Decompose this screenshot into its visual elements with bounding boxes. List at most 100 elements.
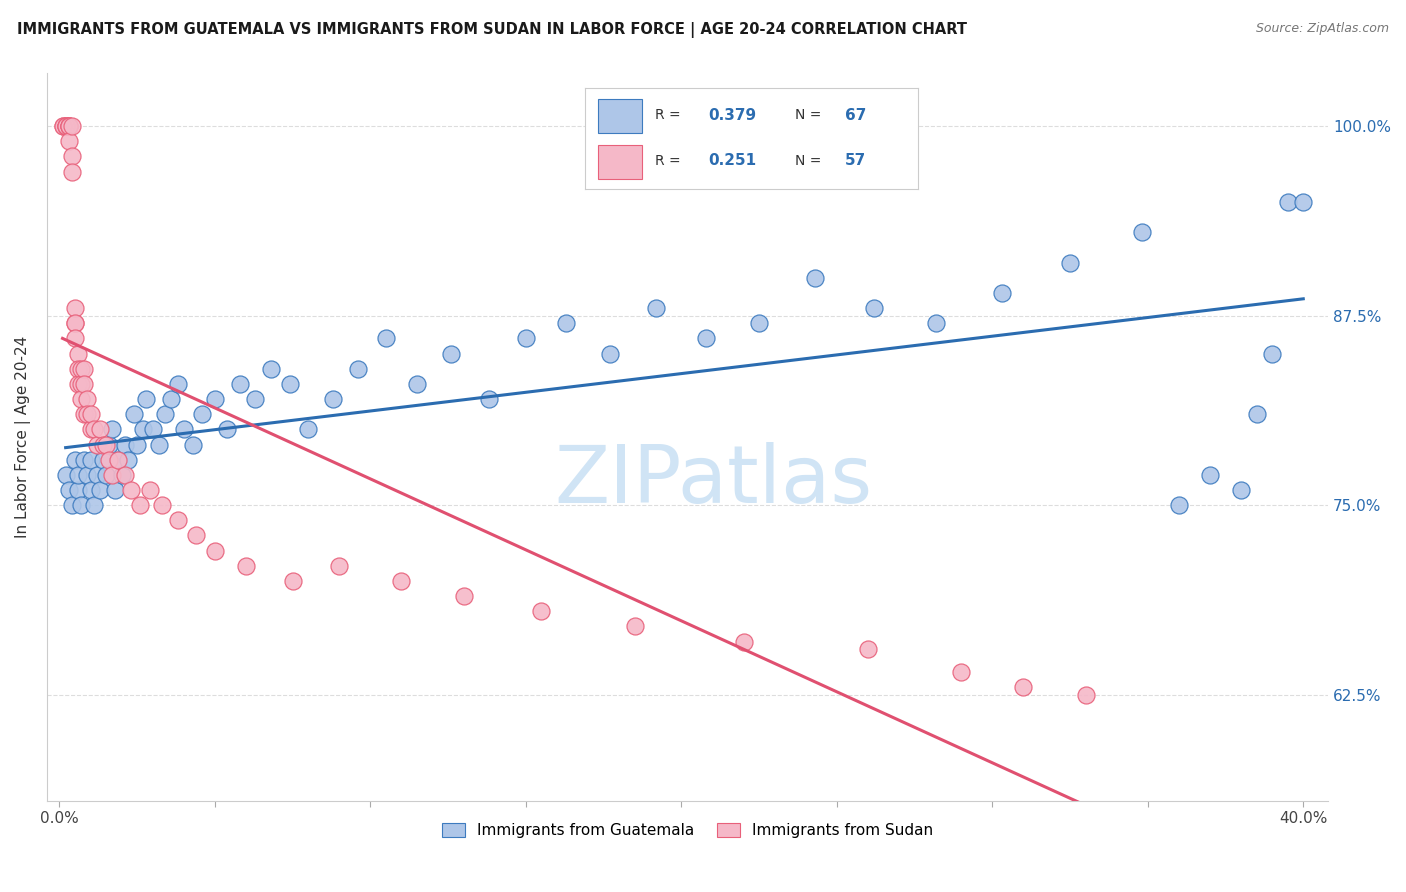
Immigrants from Sudan bbox=[60, 119, 83, 133]
Immigrants from Guatemala bbox=[76, 467, 98, 482]
Immigrants from Sudan bbox=[120, 483, 142, 497]
Immigrants from Sudan bbox=[1012, 680, 1035, 694]
Immigrants from Guatemala bbox=[166, 376, 188, 391]
Immigrants from Guatemala bbox=[515, 331, 537, 345]
Immigrants from Guatemala bbox=[107, 452, 129, 467]
Immigrants from Guatemala bbox=[322, 392, 344, 406]
Immigrants from Sudan bbox=[63, 316, 86, 330]
Immigrants from Guatemala bbox=[89, 483, 111, 497]
Immigrants from Sudan bbox=[76, 407, 98, 421]
Immigrants from Sudan bbox=[73, 407, 96, 421]
Immigrants from Sudan bbox=[235, 558, 257, 573]
Y-axis label: In Labor Force | Age 20-24: In Labor Force | Age 20-24 bbox=[15, 335, 31, 538]
Immigrants from Guatemala bbox=[374, 331, 396, 345]
Immigrants from Sudan bbox=[453, 589, 475, 603]
Immigrants from Sudan bbox=[856, 642, 879, 657]
Immigrants from Sudan bbox=[70, 392, 93, 406]
Immigrants from Guatemala bbox=[83, 498, 105, 512]
Immigrants from Guatemala bbox=[73, 452, 96, 467]
Immigrants from Guatemala bbox=[204, 392, 226, 406]
Immigrants from Sudan bbox=[55, 119, 77, 133]
Immigrants from Guatemala bbox=[117, 452, 139, 467]
Immigrants from Guatemala bbox=[135, 392, 157, 406]
Immigrants from Guatemala bbox=[477, 392, 499, 406]
Immigrants from Guatemala bbox=[101, 422, 124, 436]
Immigrants from Sudan bbox=[63, 301, 86, 315]
Immigrants from Sudan bbox=[60, 164, 83, 178]
Immigrants from Sudan bbox=[94, 437, 117, 451]
Immigrants from Guatemala bbox=[347, 361, 370, 376]
Immigrants from Sudan bbox=[101, 467, 124, 482]
Immigrants from Sudan bbox=[950, 665, 973, 679]
Immigrants from Sudan bbox=[67, 361, 90, 376]
Immigrants from Guatemala bbox=[1059, 255, 1081, 269]
Immigrants from Sudan bbox=[60, 149, 83, 163]
Immigrants from Sudan bbox=[166, 513, 188, 527]
Immigrants from Guatemala bbox=[191, 407, 214, 421]
Immigrants from Sudan bbox=[79, 422, 101, 436]
Immigrants from Guatemala bbox=[148, 437, 170, 451]
Immigrants from Guatemala bbox=[104, 483, 127, 497]
Immigrants from Sudan bbox=[79, 407, 101, 421]
Immigrants from Guatemala bbox=[804, 270, 827, 285]
Immigrants from Sudan bbox=[55, 119, 77, 133]
Immigrants from Guatemala bbox=[1167, 498, 1189, 512]
Text: Source: ZipAtlas.com: Source: ZipAtlas.com bbox=[1256, 22, 1389, 36]
Immigrants from Guatemala bbox=[990, 285, 1012, 300]
Immigrants from Sudan bbox=[58, 134, 80, 148]
Immigrants from Guatemala bbox=[67, 483, 90, 497]
Immigrants from Guatemala bbox=[1261, 346, 1284, 360]
Immigrants from Guatemala bbox=[122, 407, 145, 421]
Immigrants from Guatemala bbox=[79, 483, 101, 497]
Immigrants from Guatemala bbox=[94, 467, 117, 482]
Legend: Immigrants from Guatemala, Immigrants from Sudan: Immigrants from Guatemala, Immigrants fr… bbox=[436, 816, 939, 844]
Immigrants from Sudan bbox=[129, 498, 152, 512]
Immigrants from Sudan bbox=[70, 361, 93, 376]
Immigrants from Sudan bbox=[58, 119, 80, 133]
Immigrants from Sudan bbox=[1074, 688, 1097, 702]
Immigrants from Guatemala bbox=[599, 346, 621, 360]
Immigrants from Sudan bbox=[204, 543, 226, 558]
Immigrants from Guatemala bbox=[925, 316, 948, 330]
Immigrants from Sudan bbox=[114, 467, 136, 482]
Immigrants from Guatemala bbox=[1277, 194, 1299, 209]
Immigrants from Sudan bbox=[58, 119, 80, 133]
Immigrants from Guatemala bbox=[217, 422, 239, 436]
Immigrants from Guatemala bbox=[98, 437, 121, 451]
Immigrants from Sudan bbox=[67, 346, 90, 360]
Immigrants from Sudan bbox=[281, 574, 304, 588]
Immigrants from Guatemala bbox=[142, 422, 165, 436]
Immigrants from Sudan bbox=[67, 376, 90, 391]
Immigrants from Guatemala bbox=[79, 452, 101, 467]
Immigrants from Sudan bbox=[623, 619, 645, 633]
Immigrants from Guatemala bbox=[86, 467, 108, 482]
Immigrants from Sudan bbox=[391, 574, 413, 588]
Immigrants from Guatemala bbox=[114, 437, 136, 451]
Immigrants from Guatemala bbox=[1199, 467, 1222, 482]
Immigrants from Sudan bbox=[51, 119, 73, 133]
Immigrants from Sudan bbox=[107, 452, 129, 467]
Immigrants from Guatemala bbox=[278, 376, 301, 391]
Immigrants from Guatemala bbox=[70, 498, 93, 512]
Immigrants from Guatemala bbox=[297, 422, 319, 436]
Immigrants from Guatemala bbox=[406, 376, 429, 391]
Immigrants from Guatemala bbox=[63, 452, 86, 467]
Immigrants from Guatemala bbox=[440, 346, 463, 360]
Immigrants from Sudan bbox=[51, 119, 73, 133]
Text: IMMIGRANTS FROM GUATEMALA VS IMMIGRANTS FROM SUDAN IN LABOR FORCE | AGE 20-24 CO: IMMIGRANTS FROM GUATEMALA VS IMMIGRANTS … bbox=[17, 22, 967, 38]
Immigrants from Sudan bbox=[73, 361, 96, 376]
Immigrants from Sudan bbox=[63, 316, 86, 330]
Immigrants from Sudan bbox=[70, 376, 93, 391]
Immigrants from Guatemala bbox=[695, 331, 717, 345]
Immigrants from Guatemala bbox=[181, 437, 204, 451]
Immigrants from Guatemala bbox=[229, 376, 252, 391]
Immigrants from Sudan bbox=[89, 422, 111, 436]
Immigrants from Sudan bbox=[98, 452, 121, 467]
Immigrants from Guatemala bbox=[863, 301, 886, 315]
Immigrants from Sudan bbox=[55, 119, 77, 133]
Immigrants from Guatemala bbox=[58, 483, 80, 497]
Immigrants from Sudan bbox=[73, 376, 96, 391]
Immigrants from Sudan bbox=[91, 437, 114, 451]
Immigrants from Guatemala bbox=[110, 467, 132, 482]
Immigrants from Sudan bbox=[733, 634, 755, 648]
